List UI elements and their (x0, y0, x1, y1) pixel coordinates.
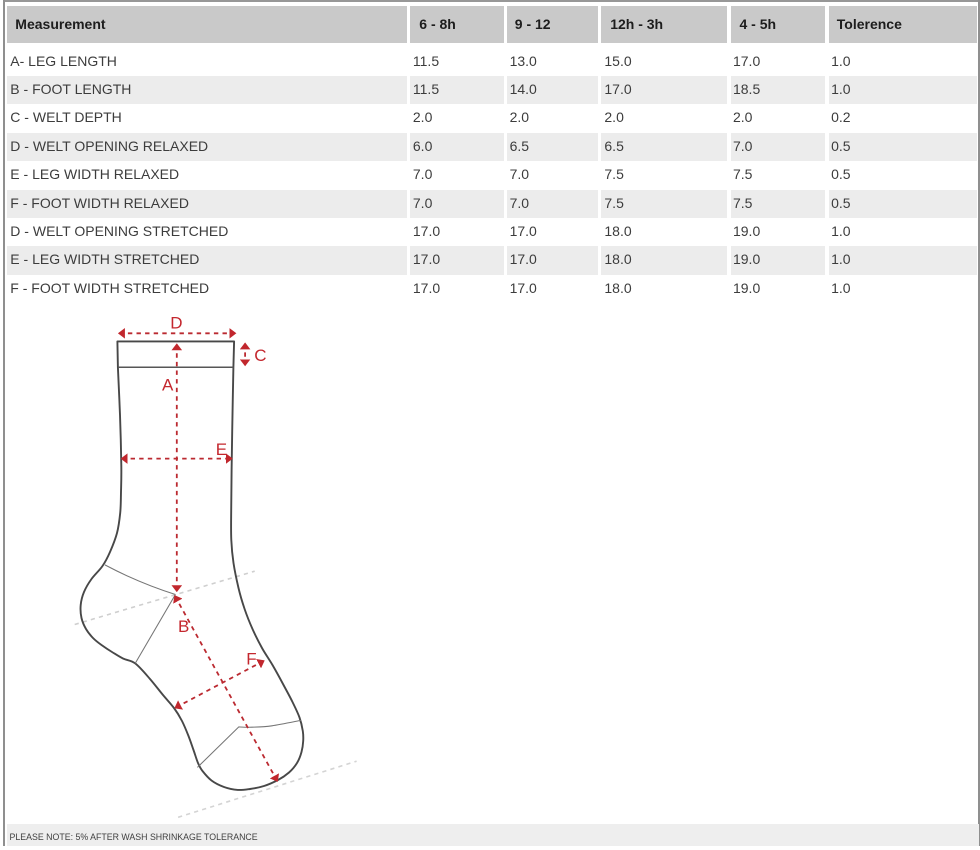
svg-text:B: B (178, 617, 189, 636)
svg-text:A: A (162, 376, 174, 395)
svg-text:C: C (254, 346, 266, 365)
svg-text:E: E (216, 440, 227, 459)
svg-text:F: F (246, 650, 256, 669)
svg-text:D: D (170, 314, 182, 333)
